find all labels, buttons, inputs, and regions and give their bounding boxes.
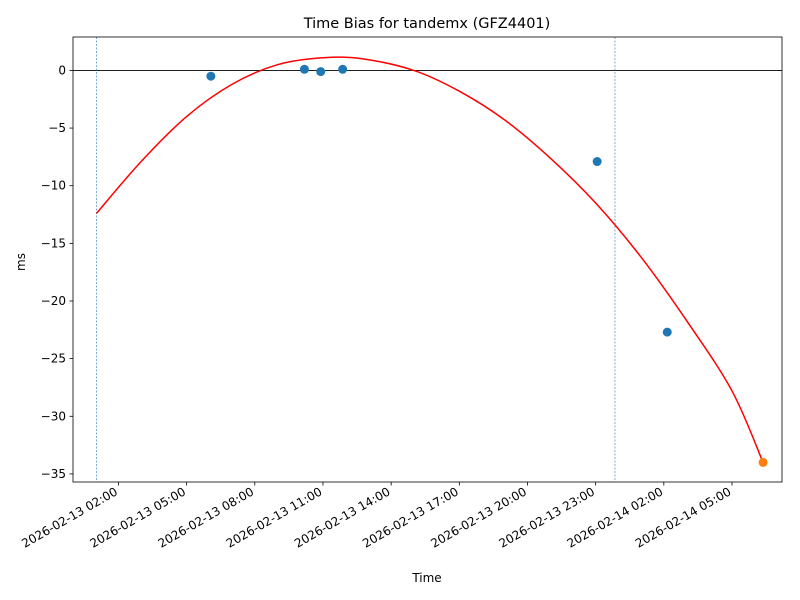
y-tick-label: 0 [58,63,66,77]
chart-title: Time Bias for tandemx (GFZ4401) [303,16,551,32]
fit-curve [95,56,764,463]
y-tick-label: −25 [41,352,66,366]
y-tick-label: −10 [41,179,66,193]
y-tick-label: −15 [41,236,66,250]
data-point [662,327,672,337]
y-tick-label: −35 [41,467,66,481]
y-tick-label: −5 [48,121,66,135]
data-point [206,71,216,81]
data-point [338,64,348,74]
y-axis-label: ms [14,253,28,271]
data-point [316,67,326,77]
data-point [592,157,602,167]
data-point [758,457,768,467]
x-axis-label: Time [411,571,441,585]
y-tick-label: −20 [41,294,66,308]
axes-frame [72,36,783,483]
y-tick-label: −30 [41,409,66,423]
data-point [299,64,309,74]
